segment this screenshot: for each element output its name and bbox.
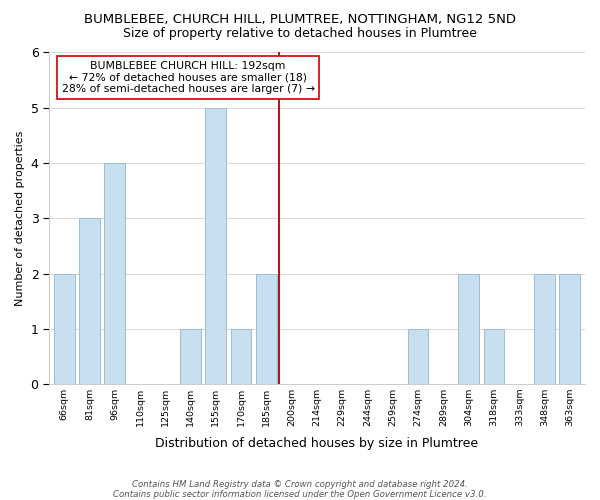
Bar [256,274,277,384]
Bar [408,329,428,384]
Bar [559,274,580,384]
Text: BUMBLEBEE, CHURCH HILL, PLUMTREE, NOTTINGHAM, NG12 5ND: BUMBLEBEE, CHURCH HILL, PLUMTREE, NOTTIN… [84,12,516,26]
X-axis label: Distribution of detached houses by size in Plumtree: Distribution of detached houses by size … [155,437,479,450]
Text: BUMBLEBEE CHURCH HILL: 192sqm
← 72% of detached houses are smaller (18)
28% of s: BUMBLEBEE CHURCH HILL: 192sqm ← 72% of d… [62,61,314,94]
Bar [534,274,555,384]
Text: Contains public sector information licensed under the Open Government Licence v3: Contains public sector information licen… [113,490,487,499]
Text: Contains HM Land Registry data © Crown copyright and database right 2024.: Contains HM Land Registry data © Crown c… [132,480,468,489]
Bar [205,108,226,384]
Bar [54,274,74,384]
Bar [180,329,201,384]
Bar [484,329,505,384]
Bar [231,329,251,384]
Y-axis label: Number of detached properties: Number of detached properties [15,131,25,306]
Bar [79,218,100,384]
Text: Size of property relative to detached houses in Plumtree: Size of property relative to detached ho… [123,28,477,40]
Bar [104,163,125,384]
Bar [458,274,479,384]
